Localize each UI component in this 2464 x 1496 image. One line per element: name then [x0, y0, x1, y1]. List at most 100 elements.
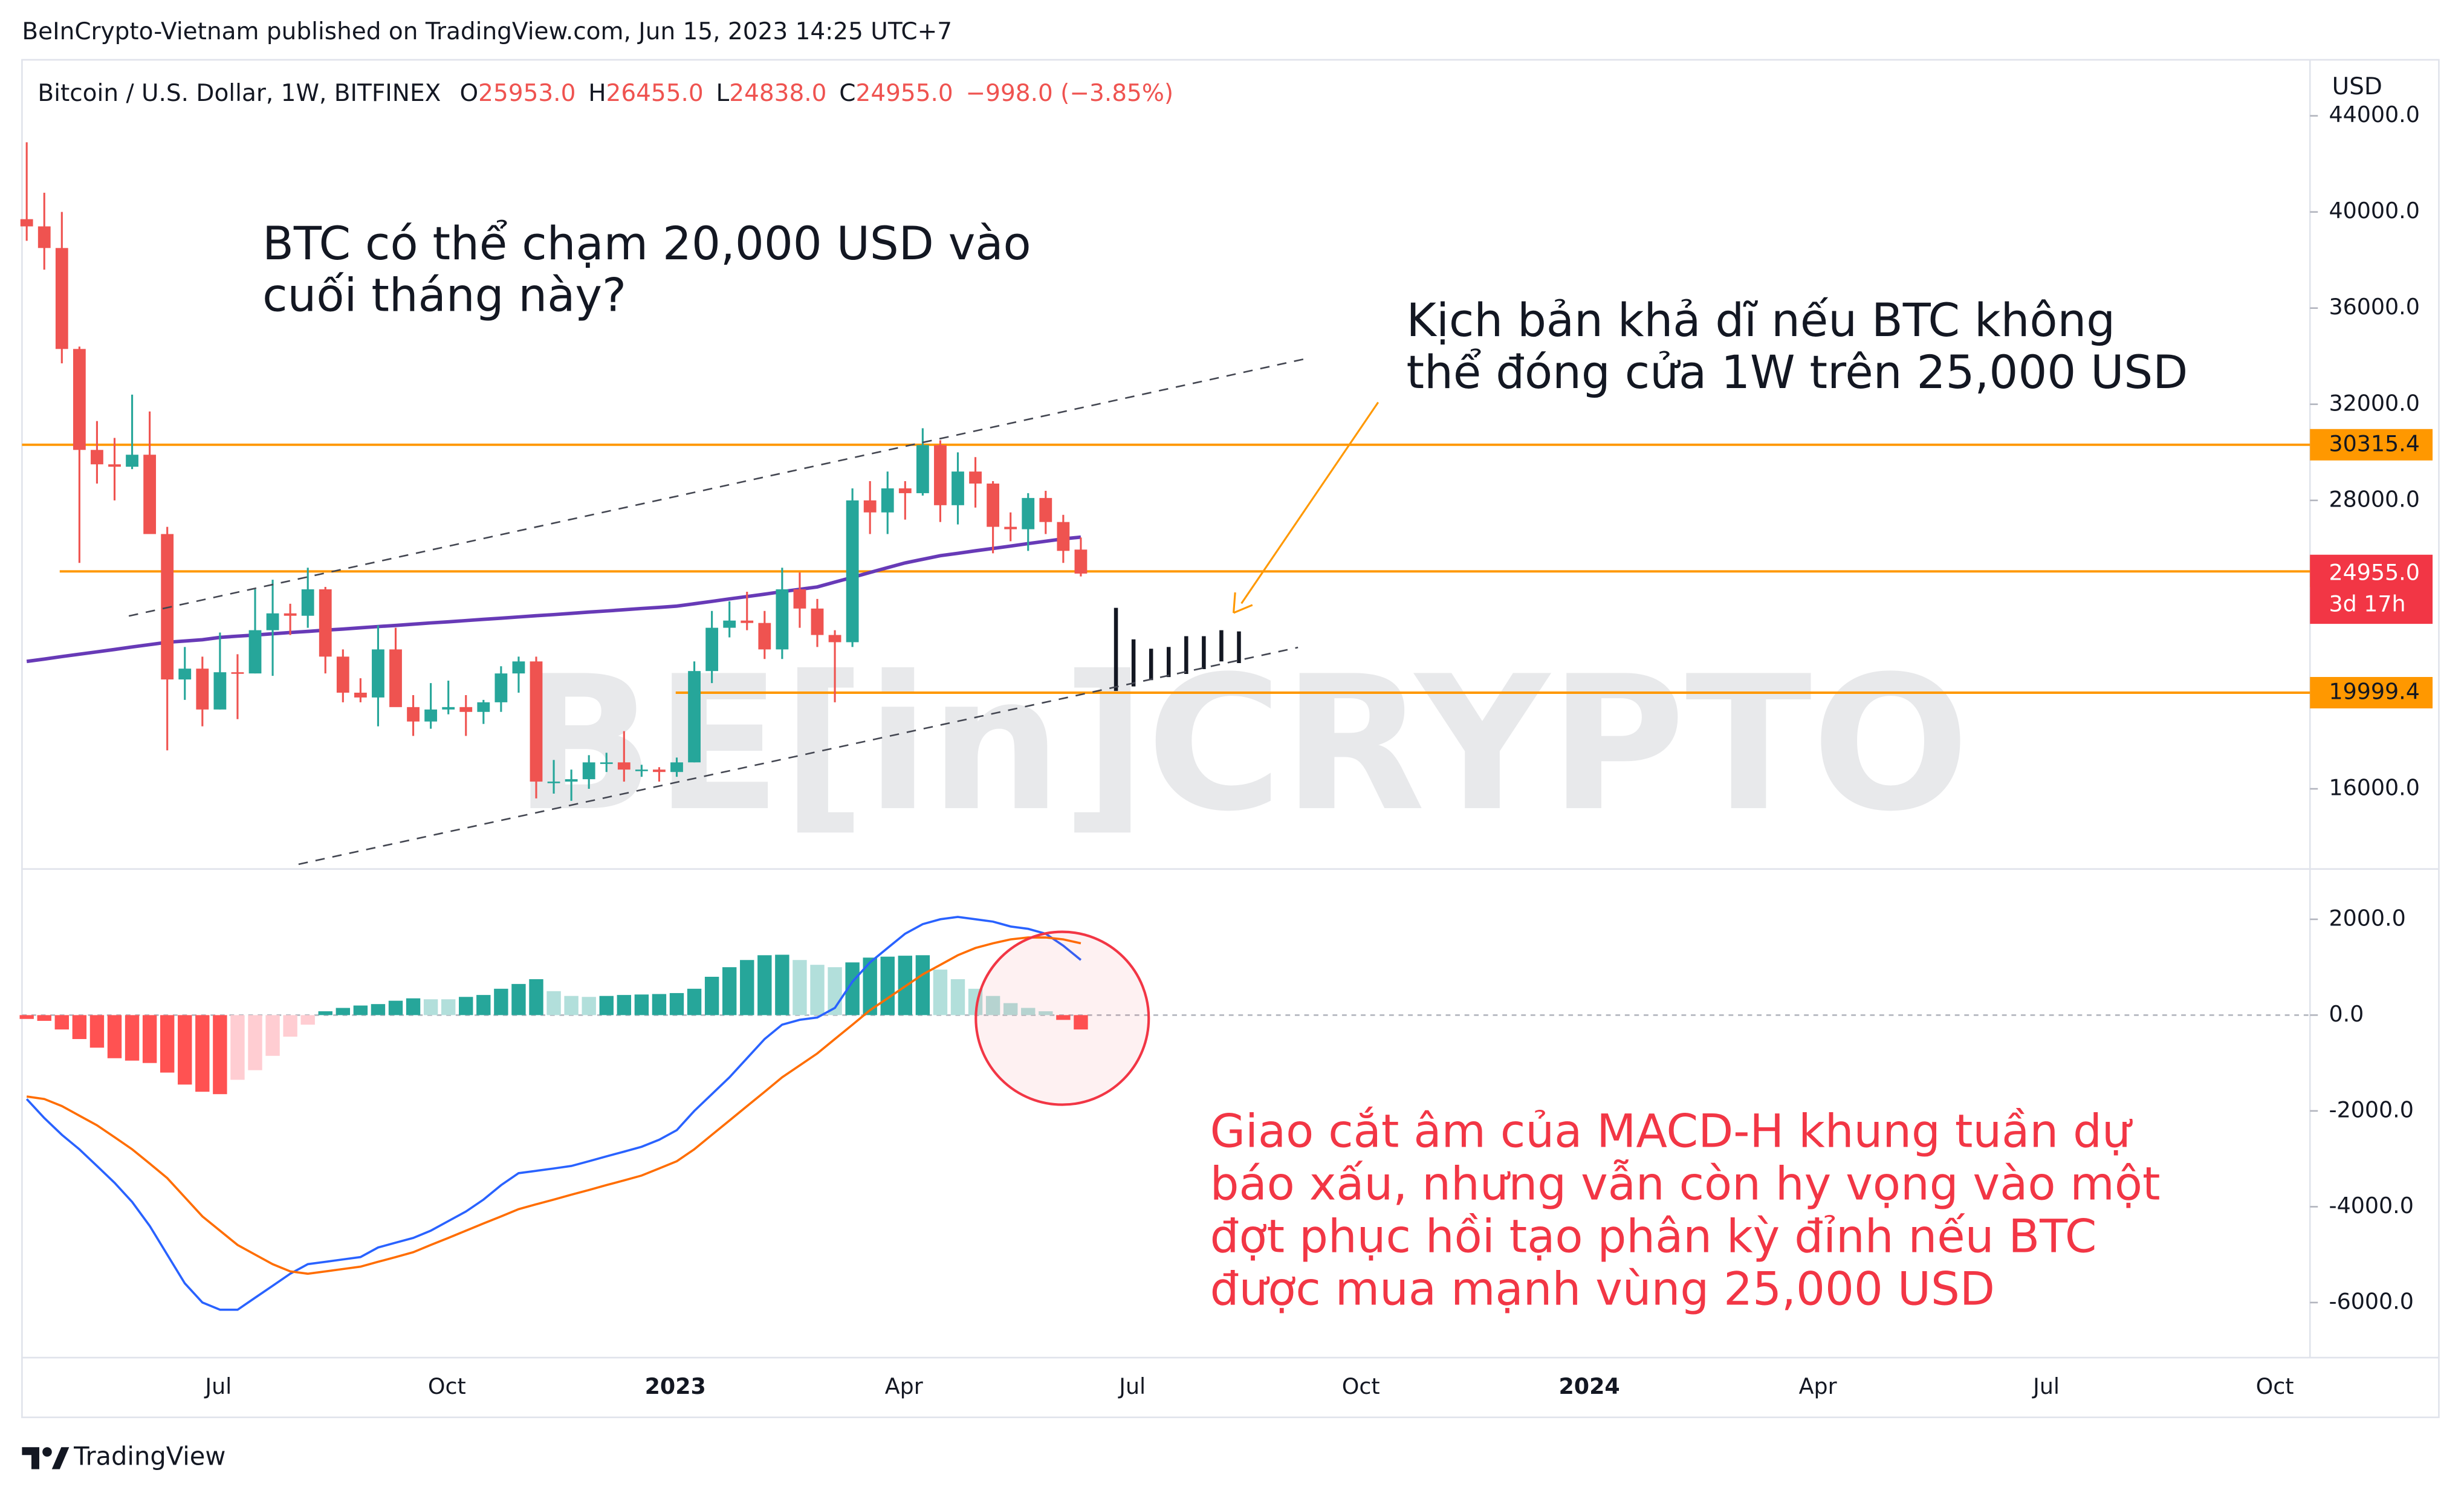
histogram-bar [423, 999, 438, 1015]
x-tick-label: Oct [2256, 1373, 2294, 1399]
histogram-bar [54, 1015, 70, 1030]
arrow [1240, 401, 1380, 604]
annotation-question: cuối tháng này? [262, 269, 626, 322]
candle-body [424, 709, 438, 722]
candle-body [407, 707, 420, 722]
footer-brand: TradingView [73, 1441, 225, 1471]
histogram-bar [915, 955, 930, 1015]
histogram-bar [564, 996, 579, 1015]
histogram-bar [933, 970, 948, 1015]
published-line: BeInCrypto-Vietnam published on TradingV… [22, 18, 952, 45]
candle-body [1057, 522, 1070, 551]
histogram-bar [195, 1015, 210, 1092]
histogram-bar [1056, 1015, 1071, 1020]
candle-body [372, 649, 384, 698]
candle-body [55, 248, 68, 349]
histogram-bar [37, 1015, 51, 1021]
candle-body [547, 782, 560, 783]
candle-body [1074, 549, 1088, 574]
logo-dot [42, 1447, 52, 1457]
countdown: 3d 17h [2329, 591, 2405, 617]
histogram-bar [704, 976, 719, 1015]
x-tick-label: Jul [204, 1373, 232, 1399]
histogram-bar [810, 965, 825, 1015]
histogram-bar [230, 1015, 245, 1080]
histogram-bar [72, 1015, 87, 1040]
candle-body [459, 707, 473, 712]
candle-body [776, 589, 789, 650]
candle-body [354, 692, 367, 698]
y-tick-label: 0.0 [2329, 1001, 2364, 1027]
last-price-tag [2310, 554, 2433, 624]
histogram-bar [775, 954, 789, 1015]
candle-body [319, 589, 332, 657]
axis-unit: USD [2332, 73, 2382, 100]
legend-symbol: Bitcoin / U.S. Dollar, 1W, BITFINEX [37, 80, 441, 107]
histogram-bar [353, 1005, 368, 1015]
x-tick-label: Jul [2032, 1373, 2060, 1399]
histogram-bar [89, 1015, 105, 1048]
histogram-bar [336, 1008, 351, 1015]
histogram-bar [494, 988, 508, 1015]
x-tick-label: Apr [885, 1373, 923, 1399]
candle-body [512, 661, 525, 674]
histogram-bar [740, 960, 754, 1015]
candle-body [688, 671, 701, 763]
histogram-bar [1039, 1011, 1053, 1015]
arrow-head [1233, 592, 1253, 614]
moving-average [26, 535, 1081, 664]
histogram-bar [1021, 1008, 1036, 1015]
y-tick-label: -6000.0 [2329, 1288, 2413, 1314]
y-tick-label: 16000.0 [2329, 775, 2419, 801]
x-tick-label: Jul [1118, 1373, 1146, 1399]
histogram-bar [652, 994, 667, 1015]
histogram-bar [318, 1011, 332, 1015]
candle-body [793, 589, 806, 609]
candle-body [934, 445, 947, 505]
histogram-bar [300, 1015, 315, 1025]
candle-body [266, 613, 279, 630]
histogram-bar [863, 957, 877, 1015]
x-tick-label: Apr [1799, 1373, 1837, 1399]
y-tick-label: -2000.0 [2329, 1096, 2413, 1122]
histogram-bar [1074, 1015, 1088, 1030]
candle-body [248, 630, 262, 674]
candle-body [617, 762, 631, 770]
annotation-macd: Giao cắt âm của MACD-H khung tuần dự [1210, 1104, 2133, 1158]
y-tick-label: 2000.0 [2329, 905, 2405, 931]
legend-key: O [459, 80, 478, 107]
histogram-bar [248, 1015, 262, 1070]
x-tick-label: 2024 [1558, 1373, 1619, 1399]
histogram-bar [582, 997, 596, 1015]
legend-value: 25953.0 [478, 80, 575, 107]
plot: 16000.0 28000.0 32000.0 36000.0 40000.0 44000… [19, 102, 2433, 1399]
histogram-bar [546, 991, 561, 1015]
legend: Bitcoin / U.S. Dollar, 1W, BITFINEX O2595… [37, 80, 1173, 107]
highlight-circle [974, 930, 1150, 1106]
level-tag [2310, 429, 2433, 461]
histogram-bar [178, 1015, 192, 1085]
y-tick-label: -4000.0 [2329, 1193, 2413, 1219]
candle-body [758, 623, 771, 650]
annotation-macd: được mua mạnh vùng 25,000 USD [1210, 1263, 1995, 1316]
histogram-bar [107, 1015, 122, 1058]
candle-body [284, 613, 297, 616]
histogram-bar [722, 967, 737, 1015]
channel-lower [298, 646, 1298, 866]
histogram-bar [1003, 1003, 1018, 1015]
annotation-scenario: thể đóng cửa 1W trên 25,000 USD [1407, 346, 2188, 399]
x-tick-label: 2023 [645, 1373, 706, 1399]
candle-body [389, 649, 402, 707]
frame [21, 59, 2440, 1419]
candle-body [811, 608, 824, 635]
logo-mark [51, 1447, 70, 1469]
candle-body [91, 450, 103, 465]
histogram-bar [265, 1015, 280, 1056]
legend-key: H [588, 80, 606, 107]
histogram-bar [388, 1000, 403, 1015]
candle-body [1004, 526, 1017, 529]
candle-body [442, 707, 455, 710]
histogram-bar [142, 1015, 157, 1063]
